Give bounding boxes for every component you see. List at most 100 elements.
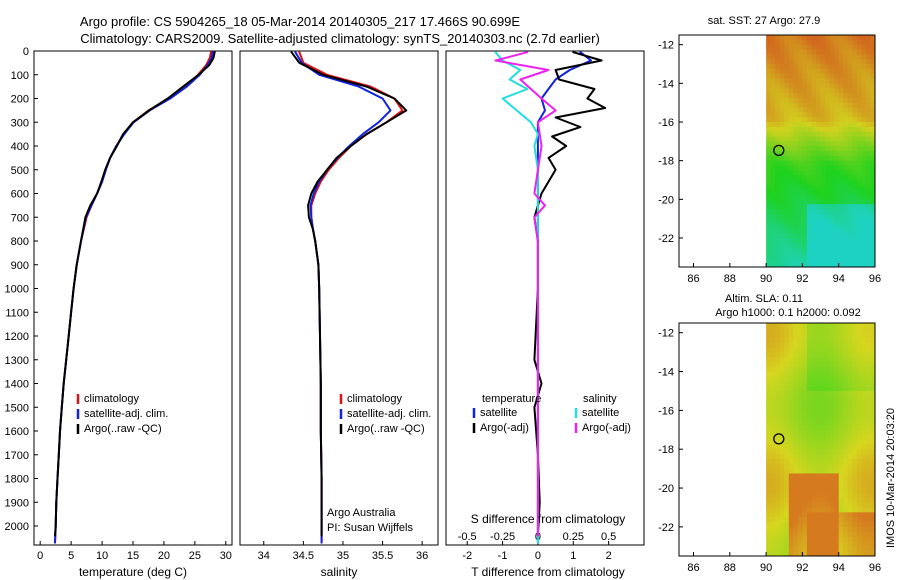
map-cell bbox=[870, 151, 876, 157]
map-cell bbox=[793, 213, 799, 220]
map-cell bbox=[770, 155, 776, 162]
map-cell bbox=[811, 531, 817, 537]
map-y-tick-label: -20 bbox=[658, 194, 674, 206]
map-cell bbox=[775, 395, 781, 402]
map-cell bbox=[788, 332, 794, 338]
map-cell bbox=[856, 83, 862, 89]
map-cell bbox=[870, 439, 876, 445]
map-cell bbox=[806, 502, 812, 508]
map-cell bbox=[829, 209, 835, 215]
map-cell bbox=[861, 184, 867, 191]
map-cell bbox=[829, 146, 835, 152]
map-cell bbox=[779, 64, 785, 70]
map-cell bbox=[766, 146, 772, 152]
map-cell bbox=[834, 68, 840, 75]
map-cell bbox=[793, 468, 799, 474]
map-cell bbox=[865, 93, 871, 99]
map-cell bbox=[820, 522, 826, 528]
map-cell bbox=[843, 155, 849, 162]
map-cell bbox=[802, 492, 808, 499]
map-cell bbox=[802, 536, 808, 542]
map-cell bbox=[797, 59, 803, 65]
map-cell bbox=[843, 131, 849, 137]
map-cell bbox=[802, 434, 808, 440]
map-cell bbox=[838, 204, 844, 210]
map-cell bbox=[852, 366, 858, 372]
map-cell bbox=[852, 463, 858, 470]
map-cell bbox=[852, 483, 858, 489]
map-cell bbox=[806, 199, 812, 205]
map-cell bbox=[861, 522, 867, 528]
map-cell bbox=[820, 468, 826, 474]
map-cell bbox=[852, 473, 858, 479]
map-cell bbox=[788, 39, 794, 46]
map-cell bbox=[779, 381, 785, 387]
map-cell bbox=[816, 439, 821, 445]
map-cell bbox=[829, 199, 835, 205]
map-cell bbox=[847, 531, 853, 537]
map-cell bbox=[865, 434, 871, 440]
map-cell bbox=[865, 242, 871, 249]
map-cell bbox=[825, 429, 831, 436]
map-cell bbox=[870, 262, 876, 268]
map-cell bbox=[788, 126, 794, 133]
map-cell bbox=[825, 361, 831, 368]
map-cell bbox=[870, 512, 876, 518]
map-cell bbox=[870, 381, 876, 387]
map-cell bbox=[852, 112, 858, 118]
map-cell bbox=[788, 209, 794, 215]
map-cell bbox=[825, 497, 831, 504]
map-cell bbox=[870, 199, 876, 205]
map-cell bbox=[838, 463, 844, 470]
map-cell bbox=[825, 323, 831, 329]
map-cell bbox=[766, 107, 772, 113]
map-cell bbox=[865, 400, 871, 406]
legend-title-temperature: temperature bbox=[482, 393, 541, 405]
x-tick-label: 30 bbox=[220, 550, 232, 562]
map-cell bbox=[834, 454, 840, 460]
argo-australia-note: Argo Australia bbox=[327, 507, 396, 519]
map-cell bbox=[766, 39, 772, 46]
map-cell bbox=[816, 347, 821, 353]
map-cell bbox=[811, 454, 817, 460]
title-line-2: Climatology: CARS2009. Satellite-adjuste… bbox=[80, 31, 600, 46]
map-cell bbox=[816, 228, 821, 234]
map-cell bbox=[816, 468, 821, 474]
map-cell bbox=[784, 141, 790, 147]
map-cell bbox=[847, 252, 853, 258]
map-cell bbox=[802, 73, 808, 79]
depth-tick-label: 600 bbox=[11, 189, 29, 201]
map-cell bbox=[806, 155, 812, 162]
map-cell bbox=[797, 155, 803, 162]
map-cell bbox=[852, 252, 858, 258]
map-cell bbox=[784, 78, 790, 84]
map-cell bbox=[856, 439, 862, 445]
map-cell bbox=[856, 238, 862, 244]
map-cell bbox=[865, 323, 871, 329]
map-cell bbox=[784, 400, 790, 406]
map-cell bbox=[802, 146, 808, 152]
map-cell bbox=[852, 458, 858, 465]
map-cell bbox=[811, 242, 817, 249]
map-cell bbox=[852, 488, 858, 494]
map-cell bbox=[793, 327, 799, 334]
map-cell bbox=[788, 434, 794, 440]
map-cell bbox=[797, 78, 803, 84]
map-cell bbox=[816, 327, 821, 334]
map-cell bbox=[770, 478, 776, 484]
map-cell bbox=[834, 410, 840, 416]
map-cell bbox=[775, 410, 781, 416]
map-cell bbox=[811, 112, 817, 118]
map-cell bbox=[843, 97, 849, 104]
map-cell bbox=[806, 444, 812, 450]
map-cell bbox=[838, 395, 844, 402]
map-cell bbox=[793, 131, 799, 137]
map-cell bbox=[788, 112, 794, 118]
map-cell bbox=[843, 59, 849, 65]
map-cell bbox=[779, 136, 785, 142]
map-cell bbox=[834, 517, 840, 523]
map-cell bbox=[788, 386, 794, 392]
map-cell bbox=[816, 194, 821, 200]
map-cell bbox=[847, 323, 853, 329]
map-cell bbox=[779, 165, 785, 171]
